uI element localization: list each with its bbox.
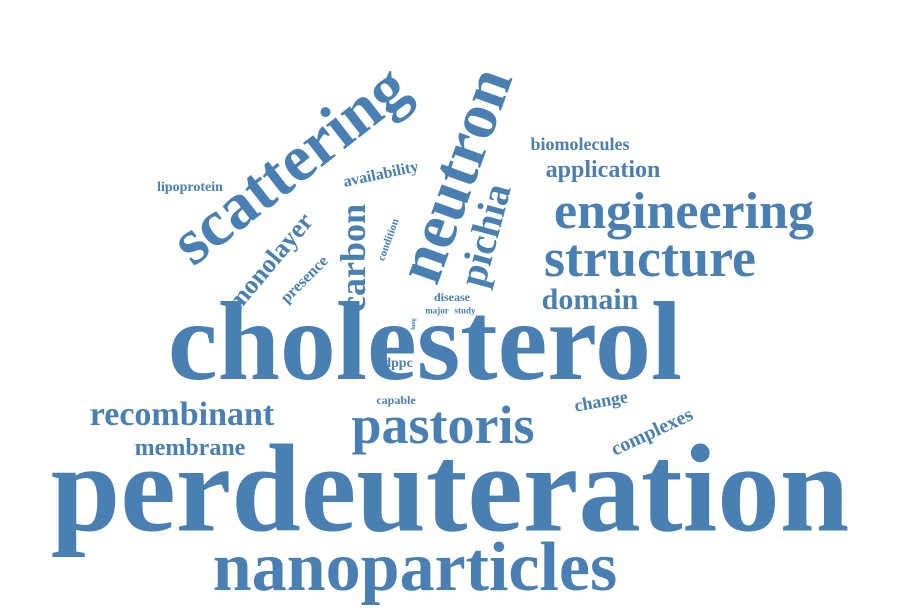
word-carbon: carbon bbox=[333, 204, 373, 312]
word-domain: domain bbox=[541, 283, 639, 316]
word-availability: availability bbox=[341, 158, 421, 191]
word-biomolecules: biomolecules bbox=[530, 134, 630, 154]
word-membrane: membrane bbox=[134, 435, 246, 461]
word-major: major bbox=[425, 305, 449, 316]
word-structure: structure bbox=[544, 228, 756, 288]
word-pastoris: pastoris bbox=[351, 395, 535, 455]
word-study: study bbox=[454, 305, 476, 316]
word-recombinant: recombinant bbox=[89, 396, 275, 433]
word-capable: capable bbox=[376, 393, 416, 407]
word-perdeuteration: perdeuteration bbox=[50, 420, 850, 559]
word-lung: lung bbox=[411, 318, 417, 330]
word-cholesterol: cholesterol bbox=[167, 280, 683, 404]
word-nanoparticles: nanoparticles bbox=[212, 529, 618, 606]
word-dppc: dppc bbox=[383, 356, 413, 371]
word-disease: disease bbox=[434, 290, 470, 304]
word-engineering: engineering bbox=[554, 183, 814, 240]
word-lipoprotein: lipoprotein bbox=[157, 180, 223, 195]
word-application: application bbox=[545, 157, 661, 183]
